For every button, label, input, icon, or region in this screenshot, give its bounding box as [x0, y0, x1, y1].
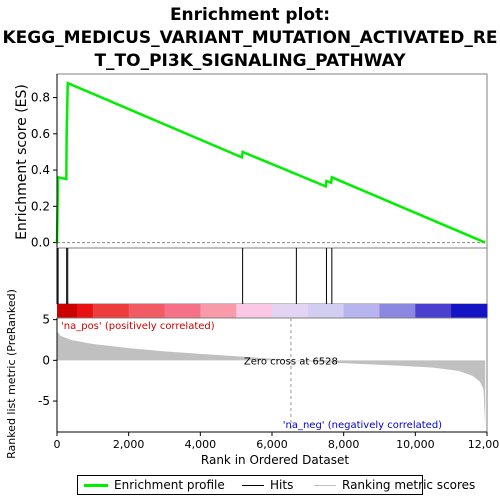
- heatmap-segment: [272, 304, 309, 318]
- es-panel: 0.0 0.2 0.4 0.6 0.8: [31, 73, 488, 250]
- metric-y-tick-label: -5: [38, 394, 50, 408]
- heatmap-segment: [128, 304, 165, 318]
- heatmap-segment: [236, 304, 273, 318]
- x-tick-label: 12,000: [468, 438, 500, 451]
- x-tick-label: 2,000: [113, 438, 145, 451]
- metric-y-tick-label: 0: [42, 353, 50, 367]
- heatmap-segment: [415, 304, 452, 318]
- es-y-tick-label: 0.8: [31, 91, 50, 105]
- enrichment-profile-line: [55, 81, 486, 244]
- es-y-tick-label: 0.0: [31, 236, 50, 250]
- x-tick-label: 6,000: [256, 438, 288, 451]
- negative-correlation-label: 'na_neg' (negatively correlated): [283, 420, 442, 431]
- positive-correlation-label: 'na_pos' (positively correlated): [61, 321, 215, 332]
- chart-title-line-2: KEGG_MEDICUS_VARIANT_MUTATION_ACTIVATED_…: [2, 28, 498, 48]
- es-plot-frame: [56, 73, 488, 249]
- heatmap-segment: [451, 304, 488, 318]
- heatmap-bar: [57, 304, 488, 318]
- es-y-tick-label: 0.6: [31, 127, 50, 141]
- x-tick-label: 4,000: [185, 438, 217, 451]
- es-y-tick-label: 0.2: [31, 199, 50, 213]
- zero-cross-label: Zero cross at 6528: [244, 356, 338, 367]
- legend-label-metric: Ranking metric scores: [342, 478, 476, 492]
- chart-title-line-1: Enrichment plot:: [169, 5, 331, 25]
- heatmap-segment: [164, 304, 201, 318]
- metric-panel: -5 0 5 Zero cross at 6528 'na_pos' (positive…: [38, 313, 488, 433]
- legend-label-enrichment: Enrichment profile: [114, 478, 225, 492]
- heatmap-segment: [200, 304, 237, 318]
- x-axis: 0 2,000 4,000 6,000 8,000 10,000 12,000: [54, 431, 500, 451]
- heatmap-segment: [307, 304, 345, 318]
- x-axis-label: Rank in Ordered Dataset: [201, 453, 349, 467]
- ranking-metric-area: [57, 331, 486, 428]
- heatmap-segment: [343, 304, 380, 318]
- heatmap-segment: [92, 304, 130, 318]
- chart-title-line-3: T_TO_PI3K_SIGNALING_PATHWAY: [94, 51, 406, 71]
- hits-frame: [56, 247, 488, 305]
- legend-label-hits: Hits: [270, 478, 294, 492]
- legend-swatch-enrichment: [84, 484, 108, 487]
- metric-plot-frame: [56, 317, 488, 433]
- metric-axis-label: Ranked list metric (PreRanked): [5, 289, 18, 459]
- es-y-tick-label: 0.4: [31, 163, 50, 177]
- metric-y-tick-label: 5: [42, 313, 50, 327]
- heatmap-segment: [379, 304, 416, 318]
- x-tick-label: 10,000: [396, 438, 435, 451]
- heatmap-segment-top: [57, 304, 77, 318]
- hits-panel: [56, 247, 488, 305]
- es-axis-label: Enrichment score (ES): [14, 84, 30, 240]
- legend-swatch-metric: [314, 485, 336, 486]
- chart-legend: Enrichment profile Hits Ranking metric s…: [77, 475, 475, 495]
- legend-swatch-hits: [242, 485, 264, 486]
- x-tick-label: 8,000: [328, 438, 360, 451]
- x-tick-label: 0: [54, 438, 61, 451]
- enrichment-plot: 0.0 0.2 0.4 0.6 0.8 -5 0 5 Zero cross at 6528 'n…: [5, 73, 500, 467]
